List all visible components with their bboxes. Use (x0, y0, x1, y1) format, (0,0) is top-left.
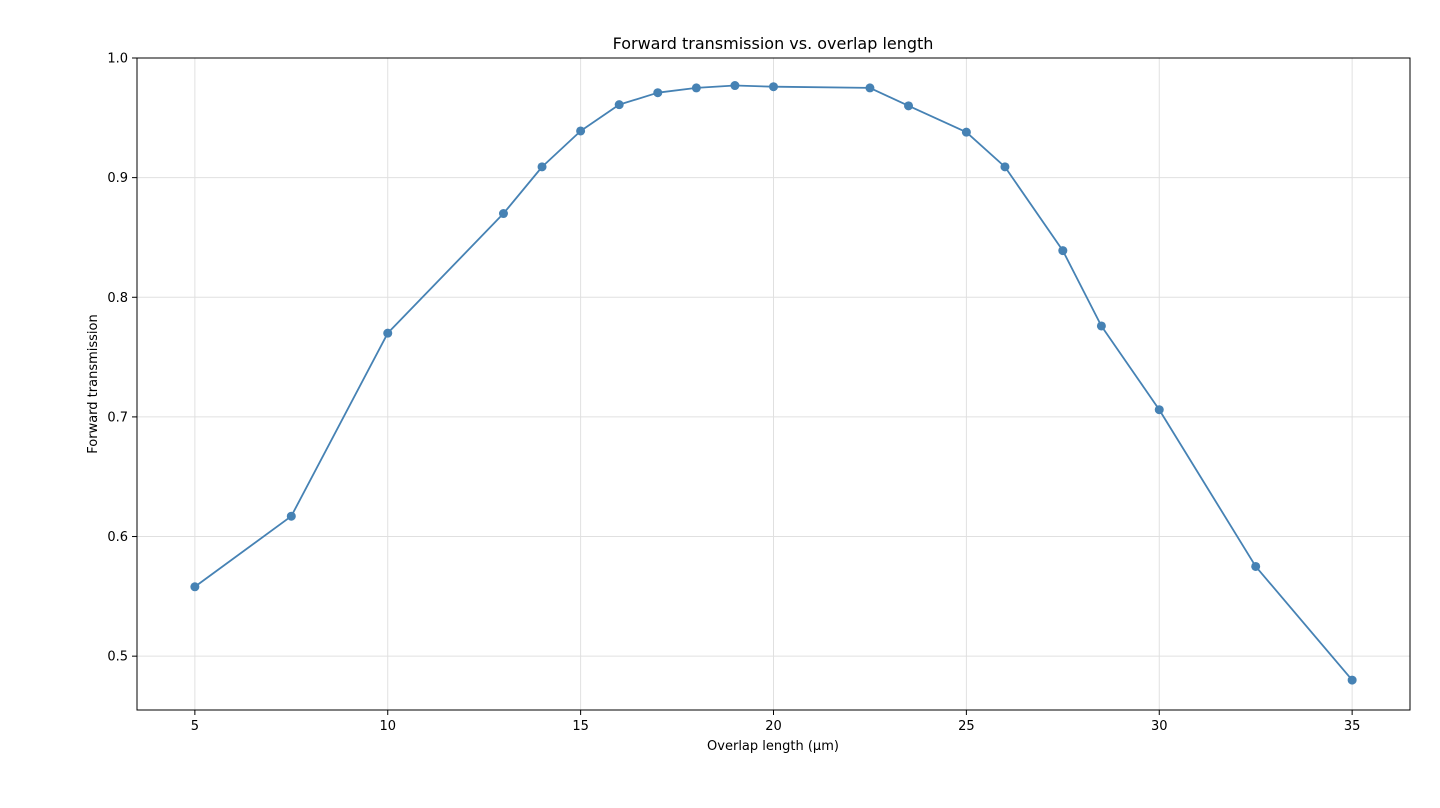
x-tick-label: 5 (191, 719, 199, 734)
data-point (576, 126, 586, 136)
series-line (194, 84, 1353, 681)
y-tick-label: 0.9 (107, 171, 128, 186)
data-point (286, 511, 296, 521)
data-point (537, 162, 547, 172)
x-tick-label: 25 (958, 719, 975, 734)
data-point (769, 82, 778, 92)
x-axis: 5 10 15 20 25 30 35 (191, 710, 1361, 734)
y-tick-label: 0.6 (107, 530, 128, 545)
grid (137, 57, 1410, 710)
y-tick-label: 0.8 (107, 291, 128, 306)
x-axis-label: Overlap length (μm) (707, 739, 839, 754)
x-tick-label: 30 (1151, 719, 1168, 734)
data-point (1251, 561, 1261, 571)
data-point (383, 328, 393, 338)
data-point (904, 101, 914, 111)
data-point (1096, 321, 1106, 331)
data-point (190, 582, 200, 592)
y-tick-label: 0.5 (107, 650, 128, 665)
chart-title: Forward transmission vs. overlap length (613, 34, 934, 53)
data-point (653, 88, 663, 98)
x-tick-label: 35 (1344, 719, 1361, 734)
y-tick-label: 1.0 (107, 52, 128, 67)
y-tick-label: 0.7 (107, 410, 128, 425)
data-point (1347, 675, 1357, 685)
data-point (498, 209, 508, 219)
data-point (691, 83, 701, 93)
x-tick-label: 10 (379, 719, 396, 734)
data-point (1154, 405, 1164, 415)
data-point (1058, 246, 1068, 256)
data-point (961, 127, 971, 137)
data-point (614, 100, 624, 110)
data-point (1000, 162, 1010, 172)
data-point (865, 83, 875, 93)
series-layer (190, 81, 1357, 685)
y-axis: 0.5 0.6 0.7 0.8 0.9 1.0 (107, 52, 137, 665)
data-point (730, 81, 740, 91)
x-tick-label: 15 (572, 719, 589, 734)
x-tick-label: 20 (765, 719, 782, 734)
y-axis-label: Forward transmission (86, 314, 101, 453)
